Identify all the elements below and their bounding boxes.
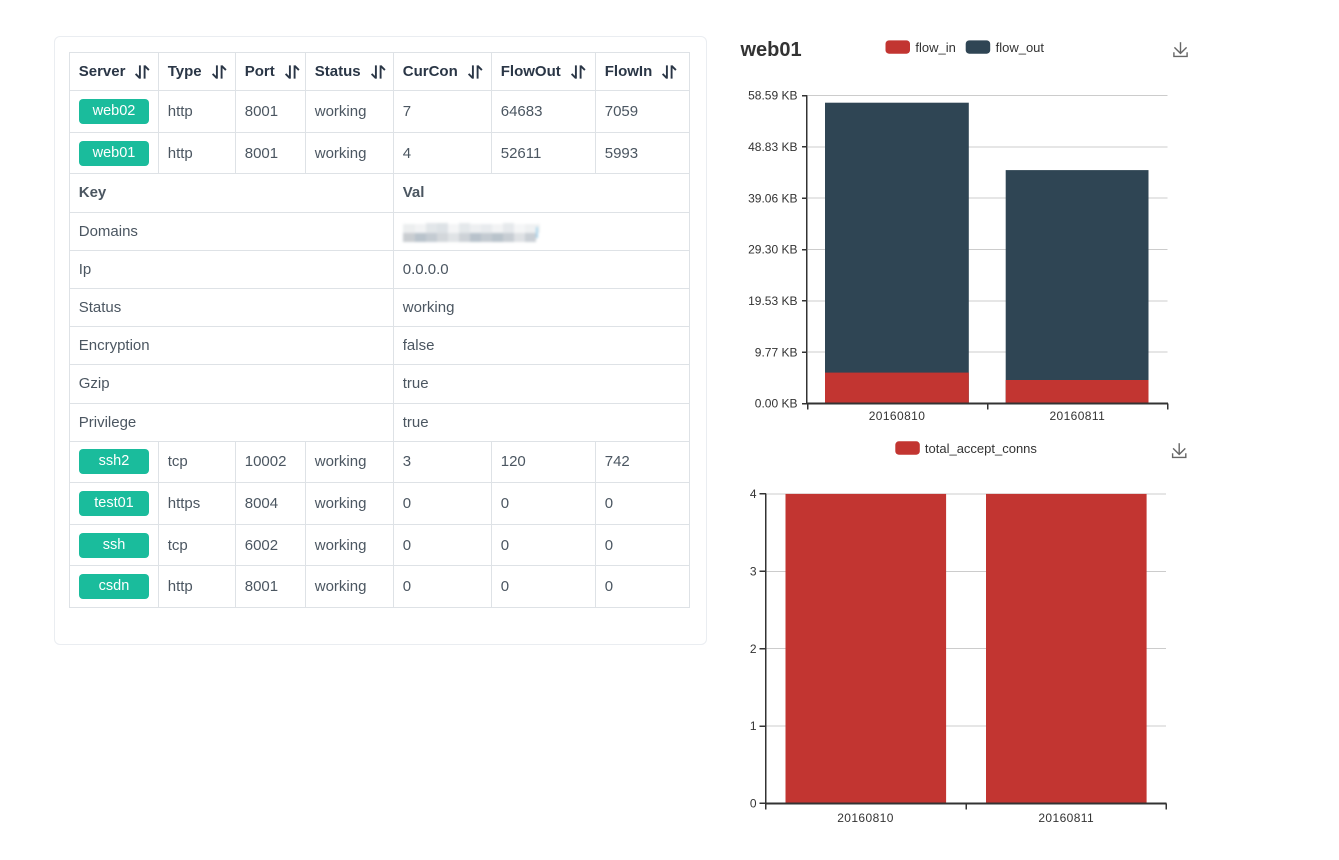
svg-text:58.59 KB: 58.59 KB <box>748 89 797 103</box>
svg-text:20160810: 20160810 <box>869 409 926 423</box>
svg-text:1: 1 <box>750 719 757 733</box>
svg-text:20160811: 20160811 <box>1038 811 1094 825</box>
svg-text:19.53 KB: 19.53 KB <box>748 294 797 308</box>
svg-text:flow_in: flow_in <box>915 40 955 55</box>
svg-text:20160810: 20160810 <box>837 811 894 825</box>
svg-text:20160811: 20160811 <box>1049 409 1105 423</box>
svg-text:29.30 KB: 29.30 KB <box>748 243 797 257</box>
svg-text:0.00 KB: 0.00 KB <box>755 397 798 411</box>
svg-text:web01: web01 <box>740 39 802 61</box>
svg-text:3: 3 <box>750 565 757 579</box>
svg-text:total_accept_conns: total_accept_conns <box>925 441 1038 456</box>
svg-text:flow_out: flow_out <box>996 40 1045 55</box>
svg-text:2: 2 <box>750 642 757 656</box>
svg-text:4: 4 <box>750 487 757 501</box>
svg-text:48.83 KB: 48.83 KB <box>748 140 797 154</box>
svg-text:0: 0 <box>750 797 757 811</box>
svg-text:39.06 KB: 39.06 KB <box>748 191 797 205</box>
svg-text:9.77 KB: 9.77 KB <box>755 345 798 359</box>
